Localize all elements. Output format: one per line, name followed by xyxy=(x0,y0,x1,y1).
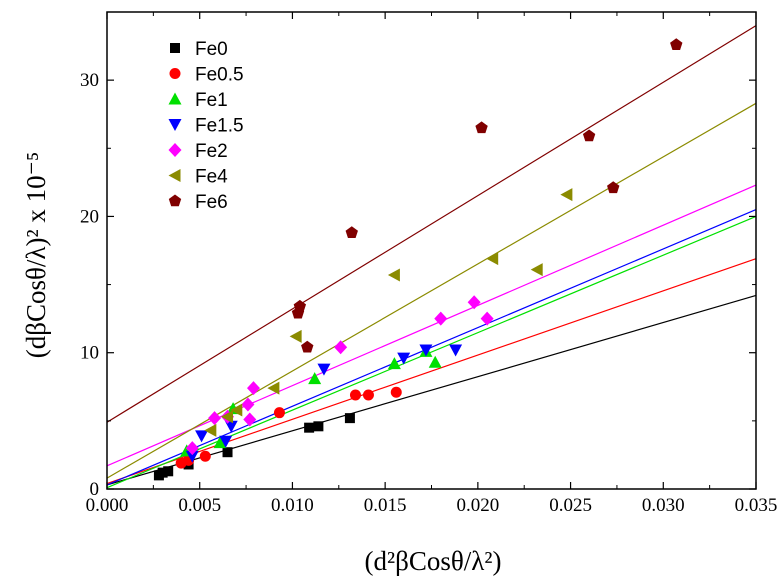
fit-line-fe1 xyxy=(106,215,757,489)
fit-line-fe6 xyxy=(106,25,757,423)
legend-marker-fe4 xyxy=(168,169,181,182)
legend: Fe0 Fe0.5 Fe1 Fe1.5 Fe2 Fe4 Fe6 xyxy=(168,39,244,213)
point-fe2 xyxy=(243,412,257,427)
point-fe1-5 xyxy=(219,435,233,448)
point-fe4 xyxy=(204,423,217,437)
point-fe0 xyxy=(344,413,355,424)
point-fe4 xyxy=(560,188,573,202)
x-tick-label: 0.005 xyxy=(178,495,221,516)
fit-line-fe0-5 xyxy=(106,258,757,485)
point-fe0 xyxy=(313,421,324,432)
point-fe1 xyxy=(213,436,227,449)
point-fe0 xyxy=(222,447,233,458)
legend-label-fe6: Fe6 xyxy=(195,192,228,213)
point-fe0-5 xyxy=(362,389,374,401)
point-fe4 xyxy=(230,403,243,417)
point-fe4 xyxy=(486,252,499,266)
point-fe1-5 xyxy=(317,363,331,376)
point-fe1 xyxy=(308,372,322,385)
y-tick-label: 20 xyxy=(80,206,99,227)
point-fe1-5 xyxy=(185,450,199,463)
point-fe2 xyxy=(434,311,448,326)
x-tick-label: 0.020 xyxy=(456,495,499,516)
legend-label-fe0: Fe0 xyxy=(195,39,228,60)
x-tick-label: 0.030 xyxy=(642,495,685,516)
legend-marker-fe1 xyxy=(168,92,182,105)
point-fe0-5 xyxy=(390,386,402,398)
legend-label-fe1-5: Fe1.5 xyxy=(195,116,244,137)
point-fe1-5 xyxy=(195,430,209,443)
point-fe2 xyxy=(208,411,222,426)
point-fe6 xyxy=(345,226,358,239)
fit-line-fe0 xyxy=(106,294,757,486)
point-fe0-5 xyxy=(349,389,361,401)
point-fe0-5 xyxy=(273,407,285,419)
legend-label-fe2: Fe2 xyxy=(195,141,228,162)
legend-marker-fe2 xyxy=(168,143,182,157)
point-fe1-5 xyxy=(419,344,433,357)
point-fe1 xyxy=(387,357,401,370)
data-points xyxy=(153,38,683,481)
x-tick-label: 0.015 xyxy=(364,495,407,516)
legend-marker-fe6 xyxy=(168,194,182,207)
point-fe0-5 xyxy=(199,450,211,462)
point-fe4 xyxy=(530,263,543,277)
point-fe6 xyxy=(475,121,488,134)
x-axis-label: (d²βCosθ/λ²) xyxy=(365,546,502,576)
fit-line-fe1-5 xyxy=(106,209,757,486)
point-fe6 xyxy=(670,38,683,50)
y-tick-label: 0 xyxy=(90,479,100,500)
point-fe6 xyxy=(582,129,596,142)
y-tick-label: 10 xyxy=(80,343,99,364)
point-fe2 xyxy=(334,340,348,355)
point-fe0 xyxy=(163,466,174,477)
legend-label-fe4: Fe4 xyxy=(195,167,228,188)
legend-marker-fe0 xyxy=(170,43,180,53)
legend-marker-fe0-5 xyxy=(169,68,181,79)
fit-line-fe2 xyxy=(106,184,757,467)
y-axis-label: (dβCosθ/λ)² x 10⁻⁵ xyxy=(21,152,51,359)
point-fe0 xyxy=(304,422,315,433)
point-fe4 xyxy=(267,381,280,395)
y-tick-label: 30 xyxy=(80,70,99,91)
legend-label-fe0-5: Fe0.5 xyxy=(195,65,244,86)
x-tick-label: 0.025 xyxy=(549,495,592,516)
point-fe4 xyxy=(221,410,234,424)
x-tick-label: 0.035 xyxy=(735,495,778,516)
point-fe2 xyxy=(241,397,255,412)
x-tick-label: 0.010 xyxy=(271,495,314,516)
point-fe6 xyxy=(301,340,314,353)
point-fe1-5 xyxy=(449,344,463,357)
point-fe4 xyxy=(289,329,302,343)
point-fe2 xyxy=(185,441,199,456)
x-tick-label: 0.000 xyxy=(86,495,129,516)
point-fe0 xyxy=(157,467,168,478)
point-fe2 xyxy=(246,381,260,396)
point-fe6 xyxy=(607,181,620,194)
point-fe2 xyxy=(467,295,481,310)
point-fe1-5 xyxy=(224,420,238,433)
legend-label-fe1: Fe1 xyxy=(195,90,228,111)
point-fe6 xyxy=(293,299,307,312)
point-fe1-5 xyxy=(397,352,411,365)
legend-marker-fe1-5 xyxy=(168,119,182,131)
axis-ticks: 0.000 0.005 0.010 0.015 0.020 0.025 0.030 0.035… xyxy=(80,12,777,516)
point-fe2 xyxy=(480,311,494,326)
point-fe1 xyxy=(428,355,442,368)
point-fe4 xyxy=(387,268,400,282)
